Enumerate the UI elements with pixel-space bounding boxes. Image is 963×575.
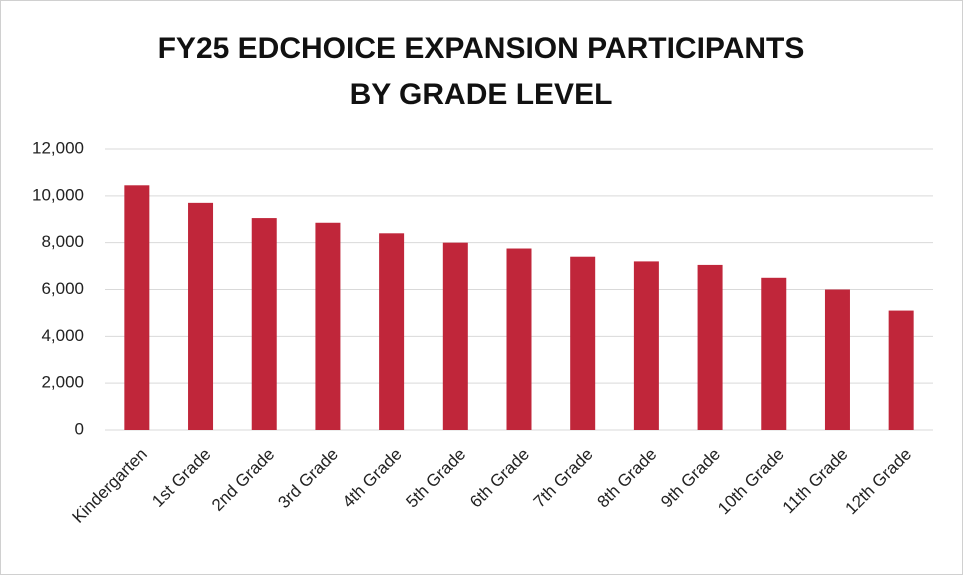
y-tick-label: 4,000 bbox=[41, 326, 84, 345]
bar bbox=[442, 242, 468, 430]
bar bbox=[888, 310, 914, 430]
bar bbox=[697, 264, 723, 430]
bar bbox=[315, 222, 341, 430]
chart-title: BY GRADE LEVEL bbox=[350, 78, 613, 111]
y-tick-label: 8,000 bbox=[41, 232, 84, 251]
bar bbox=[251, 218, 277, 430]
bar bbox=[570, 256, 596, 430]
bar bbox=[124, 185, 150, 430]
y-tick-label: 6,000 bbox=[41, 279, 84, 298]
bar bbox=[633, 261, 659, 430]
y-tick-label: 0 bbox=[75, 419, 84, 438]
bar bbox=[379, 233, 405, 430]
bar bbox=[761, 277, 787, 430]
y-tick-label: 2,000 bbox=[41, 373, 84, 392]
chart-title: FY25 EDCHOICE EXPANSION PARTICIPANTS bbox=[158, 32, 805, 65]
y-tick-label: 10,000 bbox=[32, 185, 84, 204]
bar bbox=[188, 202, 214, 430]
y-tick-label: 12,000 bbox=[32, 138, 84, 157]
bar bbox=[824, 289, 850, 430]
bar bbox=[506, 248, 532, 430]
